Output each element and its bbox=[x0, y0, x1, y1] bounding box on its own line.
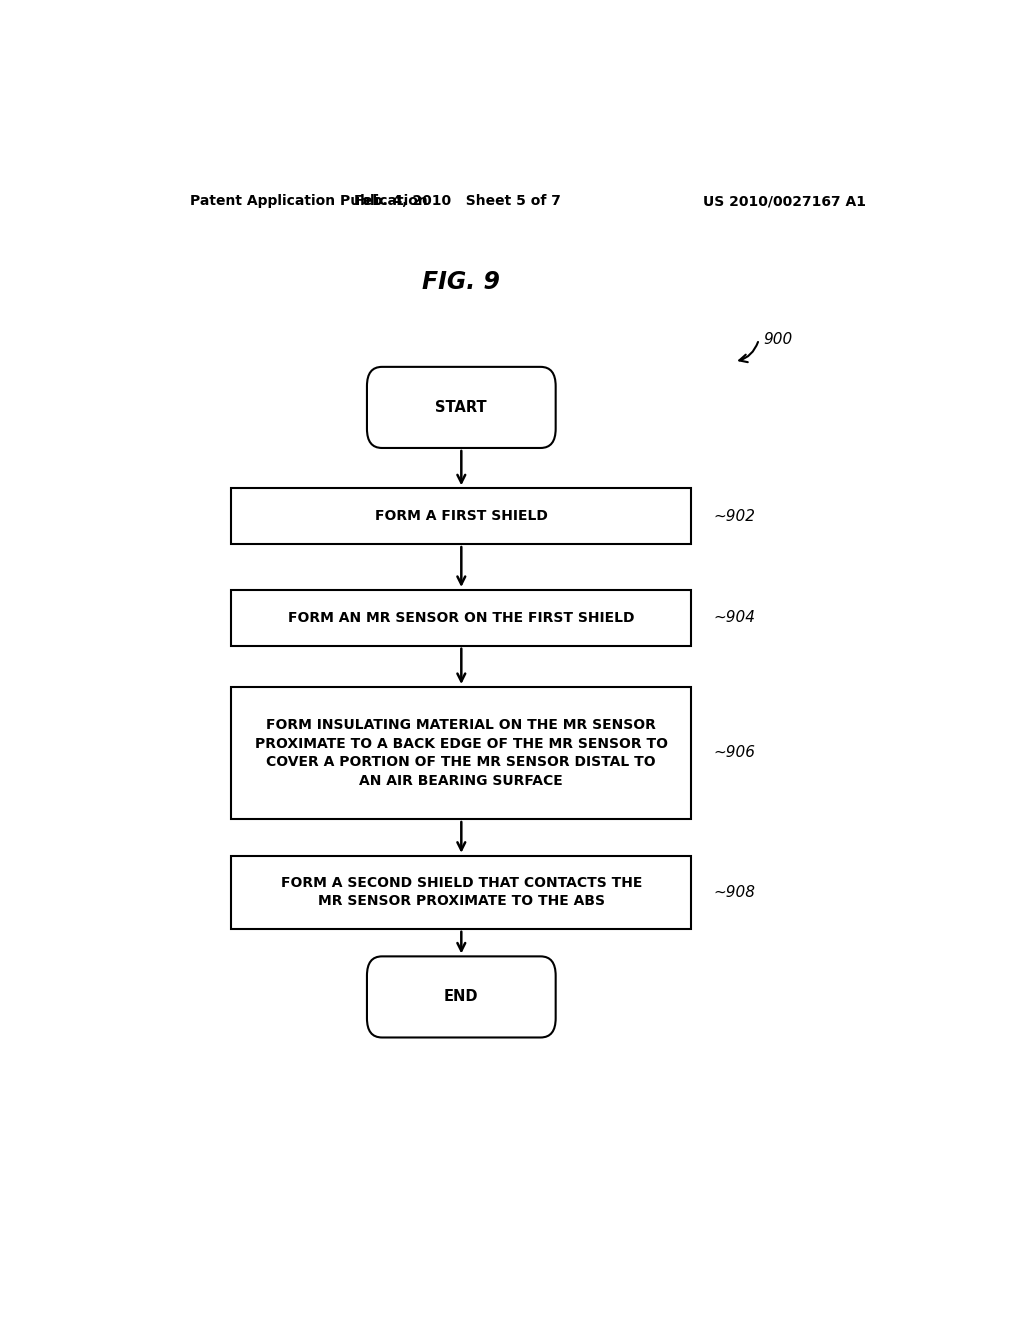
Bar bbox=[231, 686, 691, 818]
Bar bbox=[231, 590, 691, 645]
Text: END: END bbox=[444, 990, 478, 1005]
Text: ~908: ~908 bbox=[714, 884, 756, 900]
Text: FORM AN MR SENSOR ON THE FIRST SHIELD: FORM AN MR SENSOR ON THE FIRST SHIELD bbox=[288, 611, 635, 624]
Text: FIG. 9: FIG. 9 bbox=[422, 271, 501, 294]
Text: ~904: ~904 bbox=[714, 610, 756, 626]
Text: FORM A FIRST SHIELD: FORM A FIRST SHIELD bbox=[375, 510, 548, 523]
Text: FORM INSULATING MATERIAL ON THE MR SENSOR
PROXIMATE TO A BACK EDGE OF THE MR SEN: FORM INSULATING MATERIAL ON THE MR SENSO… bbox=[255, 718, 668, 788]
FancyBboxPatch shape bbox=[367, 957, 556, 1038]
Text: US 2010/0027167 A1: US 2010/0027167 A1 bbox=[703, 194, 866, 209]
Text: FORM A SECOND SHIELD THAT CONTACTS THE
MR SENSOR PROXIMATE TO THE ABS: FORM A SECOND SHIELD THAT CONTACTS THE M… bbox=[281, 876, 642, 908]
FancyBboxPatch shape bbox=[367, 367, 556, 447]
Bar bbox=[231, 855, 691, 929]
Text: 900: 900 bbox=[763, 331, 793, 347]
Text: Patent Application Publication: Patent Application Publication bbox=[189, 194, 428, 209]
Text: START: START bbox=[435, 400, 487, 414]
Text: Feb. 4, 2010   Sheet 5 of 7: Feb. 4, 2010 Sheet 5 of 7 bbox=[354, 194, 561, 209]
Text: ~902: ~902 bbox=[714, 508, 756, 524]
Text: ~906: ~906 bbox=[714, 746, 756, 760]
Bar bbox=[231, 488, 691, 544]
